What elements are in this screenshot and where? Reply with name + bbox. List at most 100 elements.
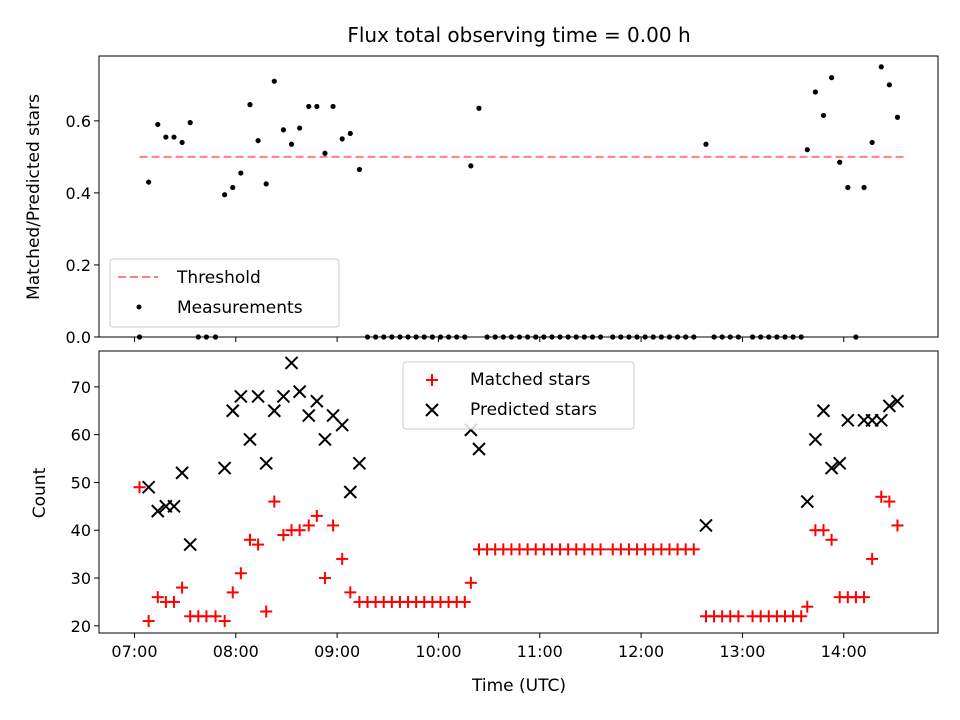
measurement-point [468, 163, 474, 169]
predicted-star-point [699, 518, 713, 533]
measurement-point [886, 82, 892, 88]
measurement-point [306, 103, 312, 110]
predicted-star-point [352, 456, 367, 471]
matched-star-point [883, 495, 896, 508]
measurement-point [894, 114, 901, 120]
predicted-star-point [335, 418, 349, 432]
predicted-star-point [882, 399, 897, 413]
matched-star-point [302, 519, 315, 532]
x-tick-label: 12:00 [618, 642, 664, 661]
bottom-legend: Matched stars Predicted stars [402, 361, 635, 430]
matched-star-point [732, 610, 745, 623]
bottom-y-tick-label: 20 [71, 617, 91, 636]
top-legend-box [109, 258, 340, 328]
predicted-star-point [816, 404, 831, 418]
top-y-tick-label: 0.0 [66, 328, 91, 347]
top-y-axis-label: Matched/Predicted stars [24, 94, 44, 300]
top-legend: Threshold Measurements [109, 258, 340, 328]
x-tick-label: 11:00 [517, 642, 563, 661]
predicted-star-point [310, 394, 324, 408]
top-y-tick-label: 0.4 [66, 184, 91, 203]
matched-star-point [268, 495, 281, 508]
measurement-point [804, 147, 810, 153]
matched-star-point [209, 610, 222, 623]
measurement-point [247, 102, 253, 108]
measurement-point [845, 184, 851, 191]
measurement-point [356, 166, 363, 173]
legend-predicted-label: Predicted stars [470, 400, 597, 420]
predicted-star-point [267, 404, 282, 418]
matched-star-point [327, 519, 340, 532]
measurement-point [297, 125, 303, 131]
measurement-point [263, 181, 269, 187]
measurement-point [179, 139, 185, 146]
matched-star-point [817, 524, 830, 537]
matched-star-point [795, 610, 808, 623]
predicted-star-point [151, 504, 165, 518]
predicted-star-point [343, 485, 358, 499]
measurement-point [878, 64, 884, 70]
matched-star-point [858, 591, 871, 604]
legend-predicted-marker [425, 403, 439, 417]
matched-star-point [234, 567, 247, 580]
measurement-point [703, 141, 709, 147]
legend-measurements-marker [136, 304, 142, 310]
matched-star-point [243, 533, 256, 546]
predicted-star-point [800, 494, 814, 509]
measurement-point [280, 127, 287, 133]
top-axes-frame [98, 55, 939, 338]
predicted-star-point [217, 461, 232, 475]
predicted-star-point [276, 389, 291, 404]
predicted-star-point [259, 456, 273, 471]
measurement-point [271, 78, 277, 84]
x-tick-label: 14:00 [821, 642, 867, 661]
predicted-star-point [175, 466, 189, 480]
measurement-point [869, 139, 875, 146]
matched-star-point [142, 615, 155, 628]
matched-star-point [464, 576, 477, 589]
predicted-star-point [318, 432, 332, 447]
top-y-tick-label: 0.6 [66, 112, 91, 131]
bottom-y-axis-label: Count [30, 467, 50, 518]
matched-star-point [891, 519, 904, 532]
measurement-point [812, 89, 818, 95]
legend-matched-marker [426, 374, 438, 386]
measurement-point [187, 120, 193, 126]
matched-star-point [260, 605, 273, 618]
predicted-star-point [141, 480, 156, 494]
measurement-point [255, 138, 261, 144]
measurement-point [829, 75, 835, 81]
top-axes: 0.0 0.2 0.4 0.6 Matched/Predicted stars Thr… [24, 55, 939, 347]
predicted-star-point [874, 413, 888, 428]
predicted-star-point [808, 432, 823, 447]
predicted-star-point [890, 394, 905, 408]
predicted-star-point [243, 432, 257, 447]
matched-star-point [293, 524, 306, 537]
bottom-y-tick-label: 40 [71, 521, 91, 540]
predicted-star-point [251, 389, 265, 404]
bottom-y-tick-label: 50 [71, 473, 91, 492]
bottom-legend-box [402, 361, 635, 430]
predicted-star-point [284, 356, 299, 370]
measurement-point [861, 184, 867, 191]
matched-star-point [133, 481, 146, 494]
measurement-point [238, 170, 244, 176]
predicted-star-point [226, 404, 240, 418]
matched-star-point [687, 543, 700, 556]
measurement-point [476, 105, 482, 111]
x-tick-label: 09:00 [314, 642, 360, 661]
measurement-point [288, 141, 295, 147]
measurement-point [146, 179, 152, 185]
matched-star-point [218, 615, 231, 628]
predicted-star-point [302, 408, 316, 423]
measurement-point [314, 103, 320, 110]
measurement-point [330, 103, 336, 110]
predicted-star-point [234, 389, 248, 404]
bottom-y-tick-label: 60 [71, 426, 91, 445]
x-tick-label: 08:00 [213, 642, 259, 661]
predicted-star-point [183, 537, 197, 552]
bottom-axes-frame [98, 350, 939, 634]
measurement-point [347, 130, 353, 137]
matched-star-point [875, 490, 888, 503]
